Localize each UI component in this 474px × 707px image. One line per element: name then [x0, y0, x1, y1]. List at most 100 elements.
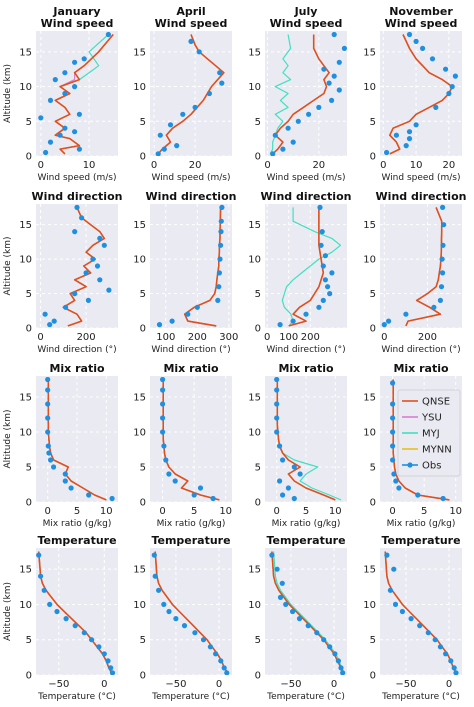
x-tick-label: 20: [443, 160, 456, 171]
obs-point: [109, 495, 115, 502]
y-tick-label: 5: [140, 635, 146, 646]
y-tick-label: 0: [140, 671, 146, 682]
obs-point: [47, 97, 54, 103]
obs-point: [290, 318, 296, 324]
x-tick-label: 100: [279, 332, 298, 343]
panel-1-3: 0 5 10 15 0 200 Wind direction Wind direction (…: [363, 190, 466, 355]
y-axis-label: Altitude (km): [3, 409, 13, 468]
series-group: [45, 376, 115, 502]
x-axis-label: Mix ratio (g/kg): [157, 519, 226, 529]
obs-point: [152, 573, 158, 579]
obs-point: [79, 215, 85, 221]
obs-point: [384, 149, 390, 156]
obs-point: [449, 84, 455, 90]
y-tick-label: 10: [248, 82, 261, 93]
x-axis-label: Temperature (°C): [37, 692, 116, 702]
y-tick-label: 5: [26, 463, 32, 474]
panel-2-0: 0 5 10 15 0 5 10 Mix ratio Mix ratio (g/kg) Altit…: [3, 362, 118, 529]
obs-point: [392, 601, 399, 608]
y-tick-label: 10: [363, 600, 376, 611]
y-tick-label: 15: [19, 393, 32, 404]
obs-point: [166, 608, 172, 615]
y-tick-label: 10: [248, 255, 261, 266]
obs-point: [105, 658, 111, 664]
obs-point: [160, 387, 166, 393]
obs-point: [172, 478, 178, 484]
obs-point: [45, 401, 51, 407]
y-tick-label: 0: [255, 324, 261, 335]
obs-point: [335, 658, 341, 664]
obs-point: [52, 77, 58, 83]
obs-point: [62, 125, 68, 131]
x-tick-label: 10: [83, 160, 96, 171]
panel-title: Wind speed: [270, 17, 343, 30]
series-group: [156, 204, 225, 328]
obs-point: [218, 242, 224, 248]
x-tick-label: 0: [45, 506, 51, 517]
series-line-qnse: [272, 34, 330, 155]
y-tick-label: 5: [255, 117, 261, 128]
obs-point: [161, 146, 167, 152]
obs-point: [160, 415, 166, 421]
obs-point: [277, 443, 283, 449]
panel-title: Wind speed: [41, 17, 114, 30]
y-tick-label: 10: [248, 428, 261, 439]
y-tick-label: 15: [133, 47, 146, 58]
y-tick-label: 5: [26, 635, 32, 646]
y-tick-label: 15: [19, 47, 32, 58]
panel-2-1: 0 5 10 15 0 5 10 Mix ratio Mix ratio (g/kg): [133, 362, 232, 529]
y-tick-label: 0: [370, 498, 376, 509]
obs-point: [191, 492, 197, 498]
obs-point: [166, 471, 172, 477]
obs-point: [384, 552, 390, 558]
legend-label: YSU: [421, 413, 442, 424]
obs-point: [274, 387, 280, 393]
y-tick-label: 15: [248, 565, 261, 576]
obs-point: [451, 665, 457, 671]
obs-point: [438, 284, 445, 290]
obs-point: [47, 139, 54, 145]
obs-point: [325, 284, 331, 290]
y-tick-label: 0: [26, 498, 32, 509]
y-tick-label: 5: [370, 463, 376, 474]
y-tick-label: 10: [363, 255, 376, 266]
y-tick-label: 10: [19, 255, 32, 266]
obs-point: [108, 665, 114, 671]
obs-point: [329, 97, 335, 103]
y-tick-label: 5: [370, 117, 376, 128]
series-group: [38, 31, 114, 156]
series-line-qnse: [384, 551, 457, 674]
x-tick-label: 0: [159, 506, 165, 517]
obs-point: [68, 485, 74, 491]
obs-point: [452, 73, 458, 79]
obs-point: [443, 651, 449, 657]
obs-point: [306, 111, 312, 117]
panel-title: Temperature: [37, 534, 116, 547]
obs-point: [101, 242, 107, 248]
obs-point: [218, 658, 224, 664]
obs-point: [194, 304, 200, 310]
panel-title: Mix ratio: [163, 362, 219, 375]
series-line-qnse: [157, 34, 225, 155]
panel-title: Wind speed: [155, 17, 228, 30]
y-axis-label: Altitude (km): [3, 64, 13, 123]
obs-point: [272, 132, 278, 138]
obs-point: [43, 149, 49, 156]
series-group: [269, 31, 347, 156]
x-tick-label: 0: [151, 160, 157, 171]
obs-point: [318, 242, 324, 248]
y-tick-label: 15: [133, 393, 146, 404]
obs-point: [163, 457, 169, 463]
obs-point: [221, 665, 227, 671]
obs-point: [336, 59, 342, 65]
obs-point: [180, 111, 186, 117]
y-tick-label: 0: [255, 498, 261, 509]
legend-label: MYJ: [422, 429, 440, 440]
y-tick-label: 15: [19, 565, 32, 576]
x-axis-label: Wind speed (m/s): [266, 173, 345, 183]
obs-point: [280, 146, 286, 152]
plot-area: [380, 548, 462, 675]
